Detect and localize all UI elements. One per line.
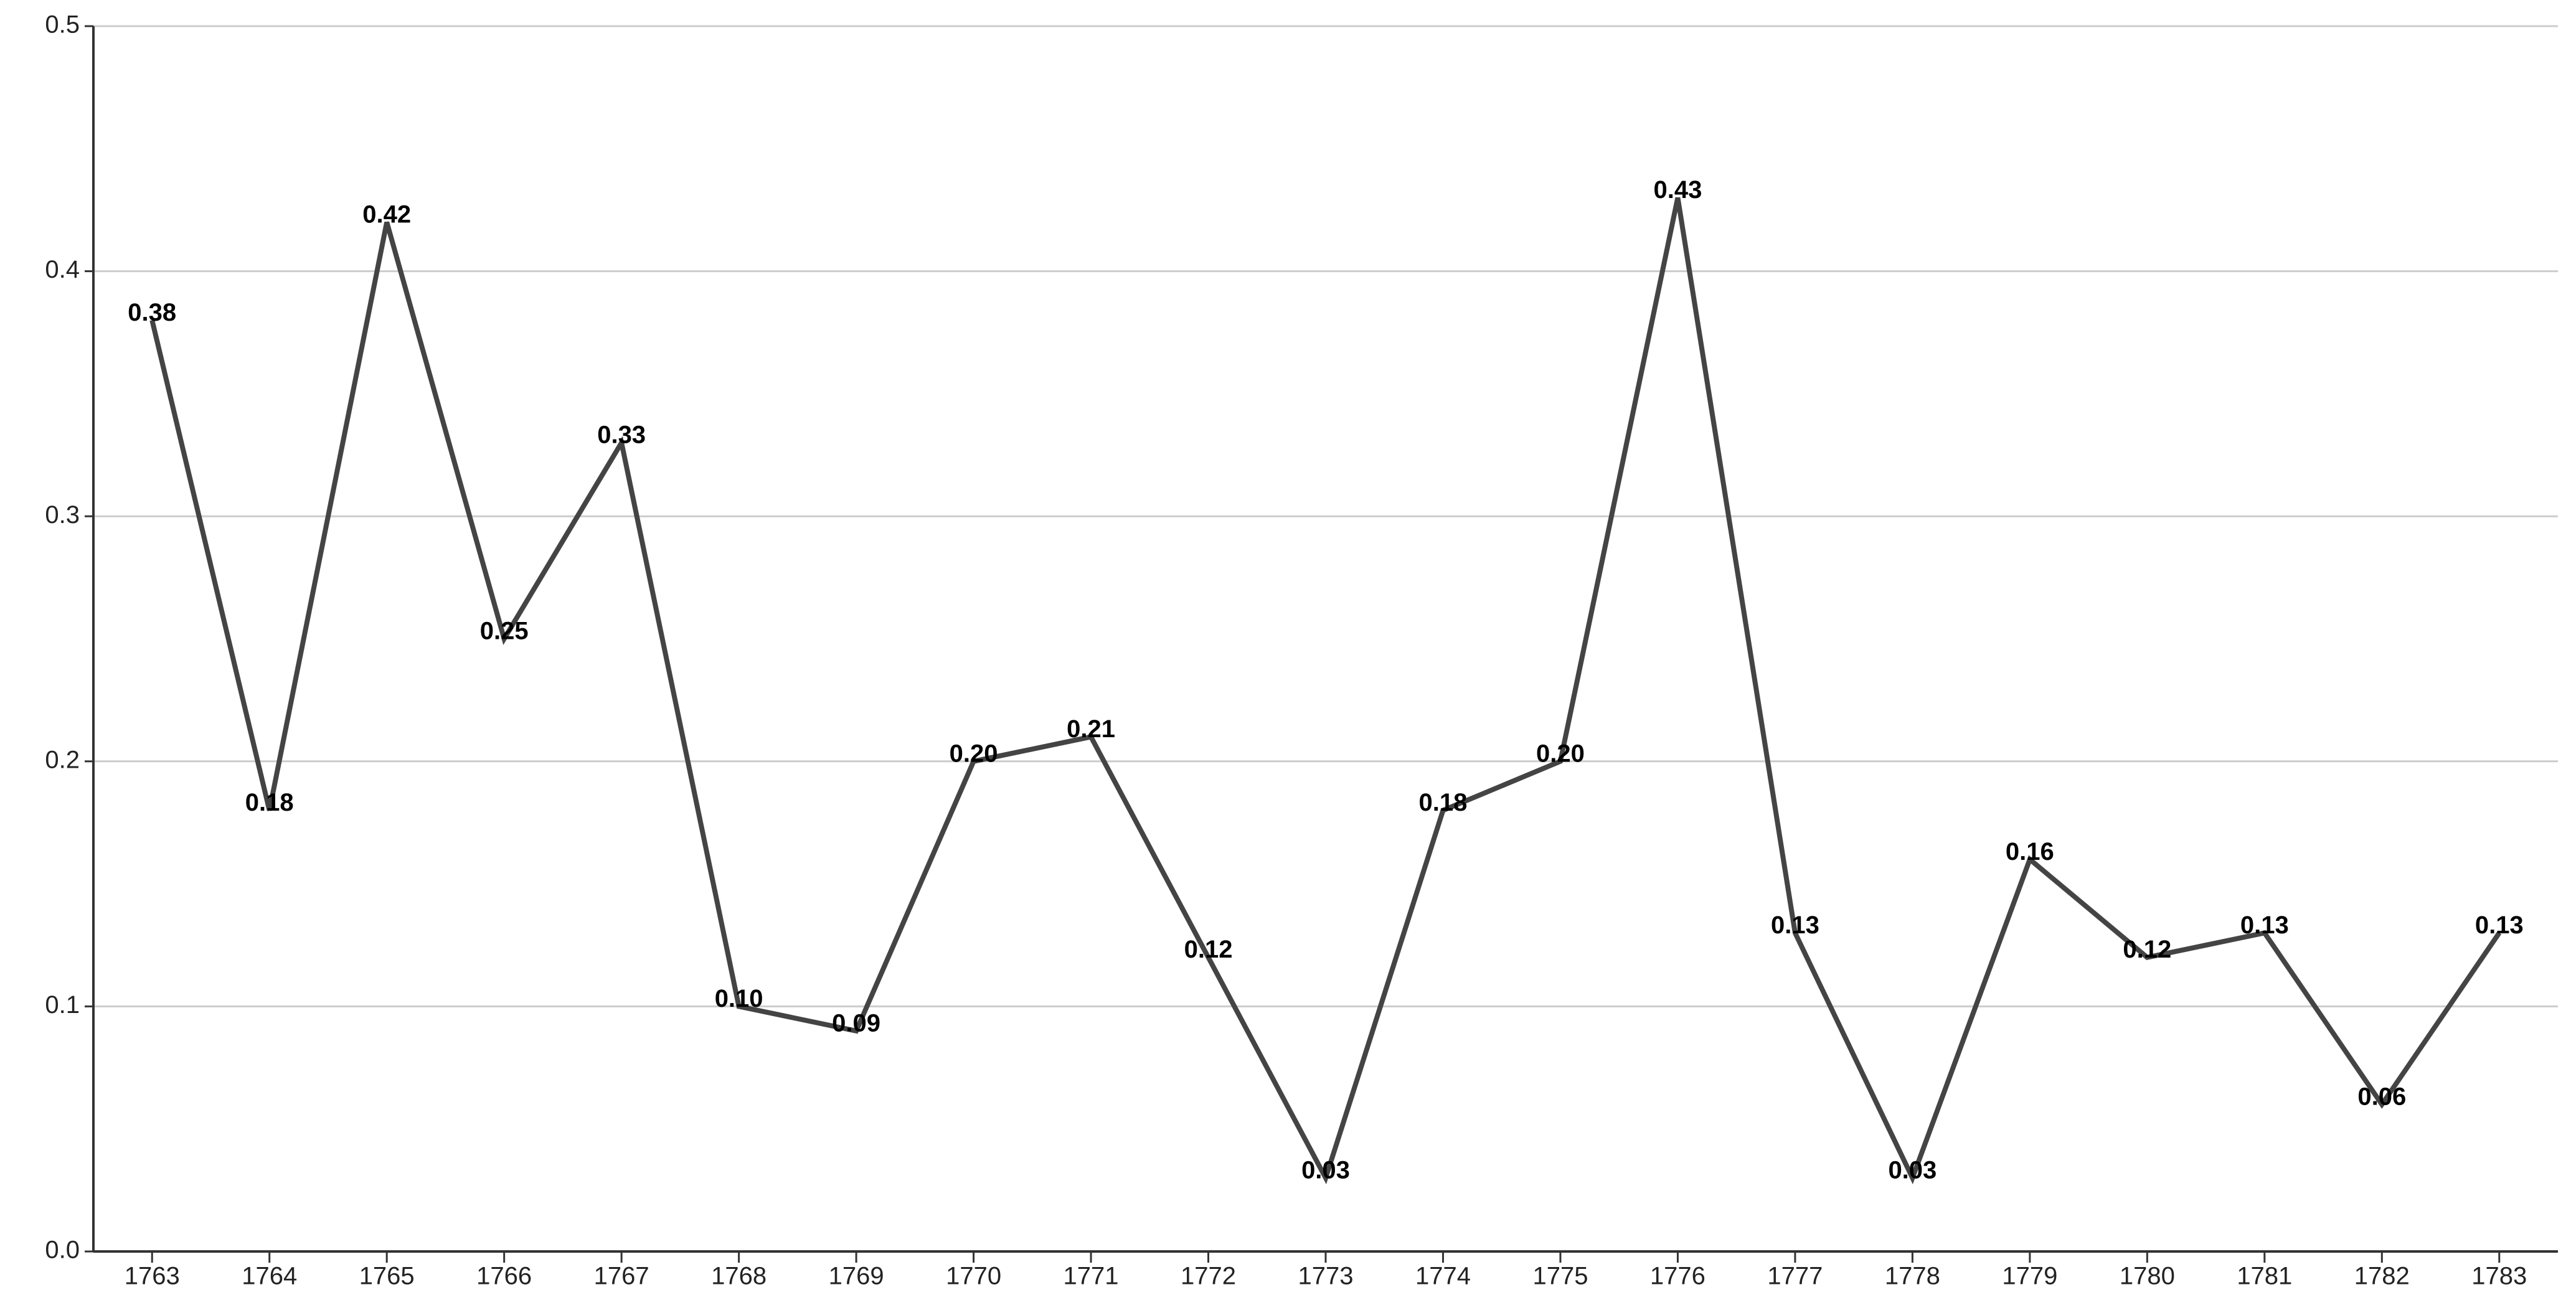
x-tick-label: 1765 — [359, 1263, 415, 1290]
x-tick-label: 1781 — [2237, 1263, 2292, 1290]
value-label: 0.25 — [480, 618, 529, 645]
line-series — [149, 197, 2502, 1185]
x-tick-label: 1772 — [1181, 1263, 1236, 1290]
x-tick-label: 1773 — [1298, 1263, 1354, 1290]
value-label: 0.13 — [2475, 912, 2524, 939]
value-label: 0.06 — [2357, 1083, 2406, 1110]
value-label: 0.18 — [1419, 789, 1468, 816]
x-tick-label: 1778 — [1885, 1263, 1940, 1290]
x-tick-label: 1770 — [946, 1263, 1001, 1290]
x-tick-label: 1780 — [2120, 1263, 2175, 1290]
y-tick-label: 0.1 — [45, 991, 80, 1019]
value-label: 0.12 — [2123, 936, 2171, 963]
x-tick-label: 1782 — [2354, 1263, 2410, 1290]
value-label: 0.43 — [1653, 176, 1702, 204]
x-tick-label: 1768 — [711, 1263, 767, 1290]
x-tick-label: 1763 — [125, 1263, 180, 1290]
value-label: 0.03 — [1888, 1156, 1937, 1184]
x-tick-label: 1766 — [476, 1263, 532, 1290]
value-label: 0.38 — [128, 299, 176, 326]
x-tick-label: 1775 — [1532, 1263, 1588, 1290]
x-tick-label: 1776 — [1650, 1263, 1706, 1290]
x-tick-label: 1774 — [1415, 1263, 1471, 1290]
x-tick-label: 1779 — [2002, 1263, 2057, 1290]
value-label: 0.20 — [950, 740, 998, 767]
value-label: 0.13 — [1771, 912, 1819, 939]
value-label: 0.12 — [1184, 936, 1233, 963]
x-tick-label: 1767 — [594, 1263, 649, 1290]
value-label: 0.21 — [1067, 715, 1115, 743]
value-label: 0.03 — [1301, 1156, 1350, 1184]
x-tick-label: 1764 — [242, 1263, 297, 1290]
x-tick-label: 1771 — [1064, 1263, 1119, 1290]
y-tick-label: 0.2 — [45, 746, 80, 773]
x-tick-label: 1769 — [829, 1263, 884, 1290]
value-label: 0.20 — [1536, 740, 1585, 767]
value-label: 0.18 — [245, 789, 294, 816]
value-label: 0.09 — [832, 1009, 880, 1037]
x-tick-label: 1777 — [1767, 1263, 1823, 1290]
value-label: 0.10 — [715, 985, 763, 1012]
value-label: 0.13 — [2240, 912, 2289, 939]
x-tick-label: 1783 — [2471, 1263, 2527, 1290]
value-label: 0.42 — [362, 200, 411, 228]
y-tick-label: 0.5 — [45, 11, 80, 39]
value-label: 0.16 — [2006, 838, 2054, 865]
y-tick-label: 0.3 — [45, 501, 80, 529]
y-tick-label: 0.0 — [45, 1237, 80, 1264]
y-tick-label: 0.4 — [45, 256, 80, 283]
value-label: 0.33 — [597, 422, 646, 449]
